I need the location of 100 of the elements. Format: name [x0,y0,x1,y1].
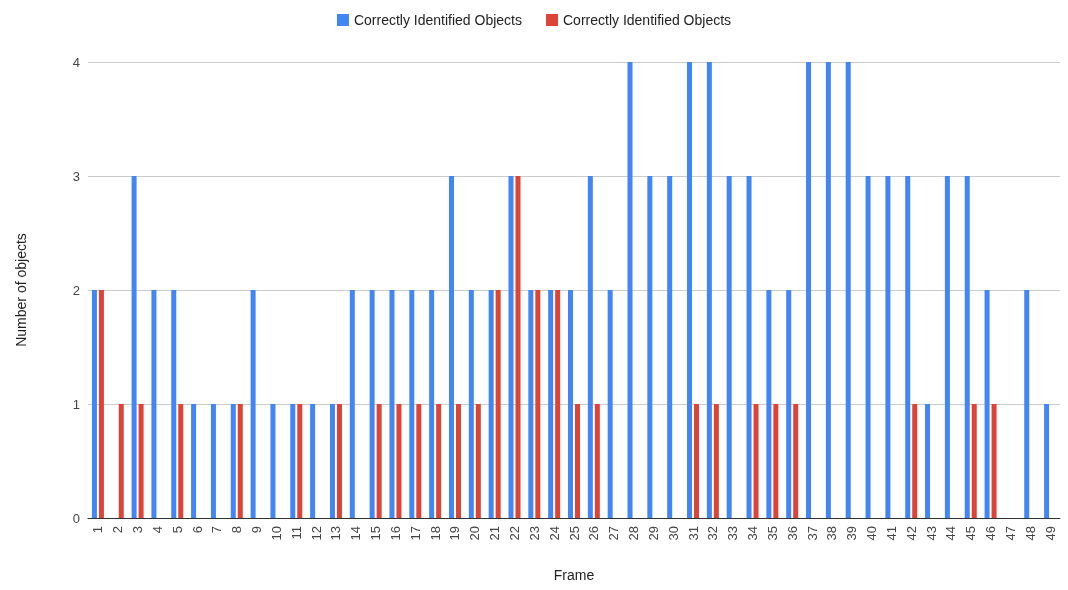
x-tick-label: 48 [1022,526,1038,541]
bar [687,62,693,518]
bar [436,404,442,518]
x-tick-label: 19 [447,526,463,541]
x-tick-label: 10 [268,526,284,541]
bar [389,290,395,518]
bar [171,290,177,518]
bar [468,290,474,518]
bar [178,404,184,518]
x-tick-label: 41 [883,526,899,541]
bar [396,404,402,518]
x-tick-label: 21 [487,526,503,541]
x-tick-label: 2 [110,526,126,534]
x-tick-label: 42 [903,526,919,541]
x-tick-label: 32 [705,526,721,541]
bar [416,404,422,518]
x-tick-label: 39 [844,526,860,541]
x-tick-label: 20 [467,526,483,541]
x-tick-label: 14 [348,526,364,541]
bar [912,404,918,518]
bar [310,404,316,518]
bar [971,404,977,518]
x-tick-label: 22 [506,526,522,541]
bar [191,404,197,518]
y-tick-label: 1 [72,396,80,412]
x-tick-label: 36 [784,526,800,541]
bar [575,404,580,518]
bar [991,404,997,518]
x-tick-label: 31 [685,526,701,541]
bar [409,290,415,518]
x-tick-label: 33 [725,526,741,541]
bar [706,62,712,518]
x-tick-label: 15 [368,526,384,541]
x-tick-label: 45 [963,526,979,541]
x-tick-label: 40 [864,526,880,541]
bar [230,404,236,518]
bar [753,404,759,518]
bar [515,176,521,518]
bar [250,290,256,518]
bar [495,290,501,518]
bar [766,290,772,518]
x-tick-label: 37 [804,526,820,541]
x-tick-label: 35 [764,526,780,541]
x-tick-label: 8 [229,526,245,534]
y-tick-label: 2 [72,282,80,298]
bar [845,62,851,518]
legend-label: Correctly Identified Objects [563,12,732,28]
bar [984,290,990,518]
bar [376,404,382,518]
bar [98,290,104,518]
bar [568,290,573,518]
bar [508,176,514,518]
x-tick-label: 17 [407,526,423,541]
bar [151,290,157,518]
x-tick-label: 1 [90,526,106,534]
bar [475,404,481,518]
y-tick-label: 0 [72,510,80,526]
bar [806,62,812,518]
x-tick-label: 38 [824,526,840,541]
bar [944,176,950,518]
bar [726,176,732,518]
bar [488,290,494,518]
bar [448,176,454,518]
bar [587,176,593,518]
x-tick-label: 11 [288,526,304,540]
bar [925,404,931,518]
x-tick-label: 24 [546,526,562,541]
bar [694,404,700,518]
x-tick-label: 26 [586,526,602,541]
bar [793,404,799,518]
bar [1024,290,1030,518]
x-tick-label: 16 [387,526,403,541]
bar [237,404,243,518]
x-tick-label: 47 [1002,526,1018,541]
bar [528,290,534,518]
bar [594,404,600,518]
x-tick-label: 23 [526,526,542,541]
bar [329,404,335,518]
y-tick-label: 4 [72,54,80,70]
x-tick-label: 27 [606,526,622,541]
bar [210,404,216,518]
bar [627,62,633,518]
bar [555,290,561,518]
bar [885,176,891,518]
bar [607,290,613,518]
bar [773,404,779,518]
x-tick-label: 4 [149,526,165,534]
x-tick-label: 9 [249,526,265,534]
bar [825,62,831,518]
x-tick-label: 43 [923,526,939,541]
y-axis-title: Number of objects [13,233,29,347]
x-tick-label: 18 [427,526,443,541]
bar [349,290,355,518]
bar [138,404,144,518]
bar [118,404,124,518]
bar [548,290,554,518]
bar [1044,404,1050,518]
x-axis-title: Frame [553,567,595,583]
x-tick-label: 34 [745,526,761,541]
bar [647,176,653,518]
